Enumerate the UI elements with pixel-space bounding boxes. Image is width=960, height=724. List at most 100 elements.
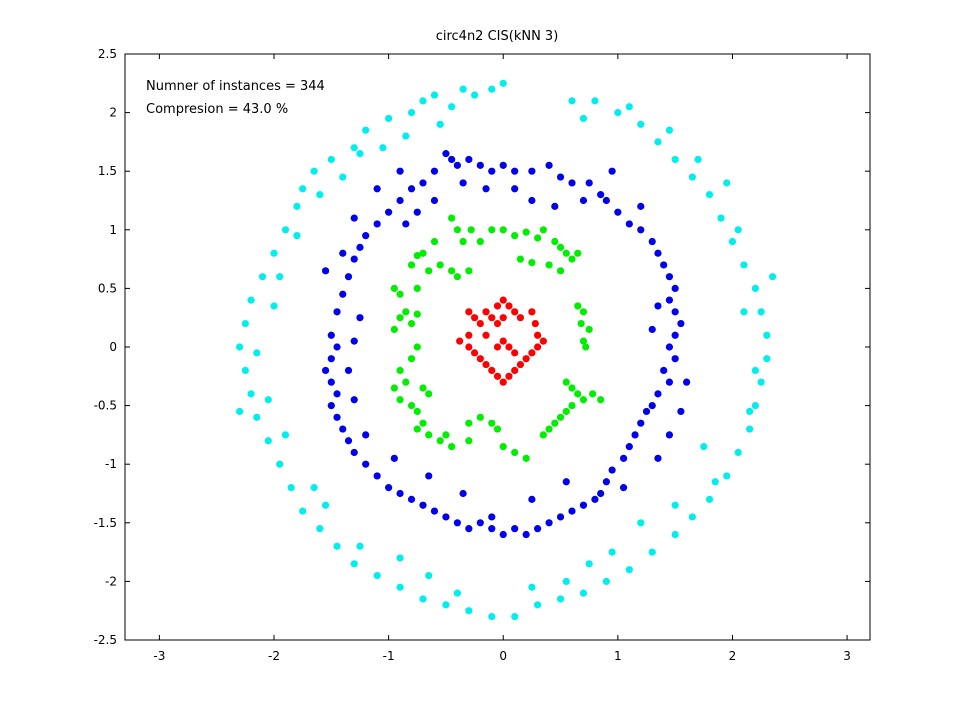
data-point (465, 607, 473, 615)
data-point (516, 314, 525, 322)
data-point (253, 413, 261, 421)
data-point (654, 302, 662, 310)
data-point (568, 402, 576, 410)
data-point (419, 501, 427, 509)
data-point (568, 384, 576, 392)
data-point (637, 202, 645, 210)
data-point (493, 319, 502, 328)
data-point (637, 419, 645, 427)
data-point (608, 548, 616, 556)
x-tick-label: -2 (268, 649, 280, 663)
data-point (522, 454, 530, 462)
data-point (442, 431, 450, 439)
data-point (717, 214, 725, 222)
x-tick-label: 1 (614, 649, 622, 663)
data-point (356, 243, 364, 251)
data-point (390, 325, 398, 334)
data-point (236, 343, 244, 351)
data-point (751, 366, 759, 375)
data-point (660, 261, 668, 269)
data-point (459, 237, 467, 246)
data-point (665, 343, 674, 351)
data-point (465, 525, 473, 533)
data-point (425, 431, 433, 439)
data-point (545, 261, 553, 269)
data-point (327, 378, 335, 386)
data-point (413, 284, 421, 292)
data-point (373, 571, 381, 580)
data-point (545, 519, 553, 527)
data-point (534, 234, 542, 242)
data-point (723, 179, 731, 187)
data-point (281, 226, 290, 234)
data-point (436, 437, 444, 445)
data-point (470, 91, 479, 99)
data-point (499, 443, 507, 451)
data-point (531, 319, 539, 328)
data-point (236, 407, 244, 416)
data-point (276, 460, 284, 468)
data-point (396, 396, 404, 404)
data-point (528, 308, 536, 316)
data-point (476, 237, 484, 246)
data-point (327, 331, 335, 339)
data-point (459, 85, 467, 93)
data-point (614, 208, 622, 216)
data-point (299, 507, 307, 515)
x-tick-label: 2 (729, 649, 737, 663)
data-point (350, 144, 358, 152)
data-point (264, 437, 272, 445)
data-point (270, 249, 278, 257)
data-point (665, 378, 674, 386)
data-point (488, 612, 496, 621)
data-point (425, 390, 433, 398)
data-point (299, 185, 307, 193)
data-point (448, 214, 456, 222)
data-point (516, 255, 525, 263)
data-point (419, 384, 427, 392)
data-point (419, 595, 427, 603)
data-point (757, 308, 765, 316)
data-point (705, 495, 714, 503)
data-point (568, 179, 576, 187)
data-point (579, 396, 588, 404)
data-point (528, 495, 536, 503)
data-point (608, 167, 616, 175)
data-point (562, 378, 570, 386)
data-point (589, 390, 597, 398)
data-point (493, 425, 502, 433)
data-point (396, 489, 404, 498)
data-point (700, 443, 708, 451)
data-point (534, 525, 542, 533)
data-point (677, 407, 685, 416)
data-point (671, 331, 679, 339)
data-point (568, 507, 576, 515)
data-point (465, 267, 473, 275)
data-point (350, 396, 358, 404)
data-point (276, 273, 284, 281)
data-point (453, 161, 461, 169)
data-point (740, 261, 748, 269)
data-point (625, 220, 633, 228)
data-point (253, 349, 261, 357)
data-point (356, 314, 364, 322)
data-point (671, 155, 679, 164)
data-point (582, 343, 590, 351)
data-point (310, 167, 318, 175)
data-point (660, 366, 668, 375)
data-point (373, 185, 381, 193)
data-point (711, 478, 719, 486)
data-point (579, 308, 588, 316)
data-point (551, 237, 559, 246)
data-point (425, 472, 433, 480)
data-point (465, 155, 473, 164)
data-point (556, 413, 565, 421)
data-point (362, 460, 370, 468)
data-point (339, 425, 347, 433)
data-point (505, 302, 513, 310)
data-point (356, 150, 364, 158)
axis-ticks: -3 -2 -1 0 1 2 3 2.5 2 1.5 1 0.5 0 -0.5 -1 -1.5 -2 -2.5 (94, 47, 870, 663)
data-point (585, 179, 593, 187)
data-point (522, 228, 530, 236)
